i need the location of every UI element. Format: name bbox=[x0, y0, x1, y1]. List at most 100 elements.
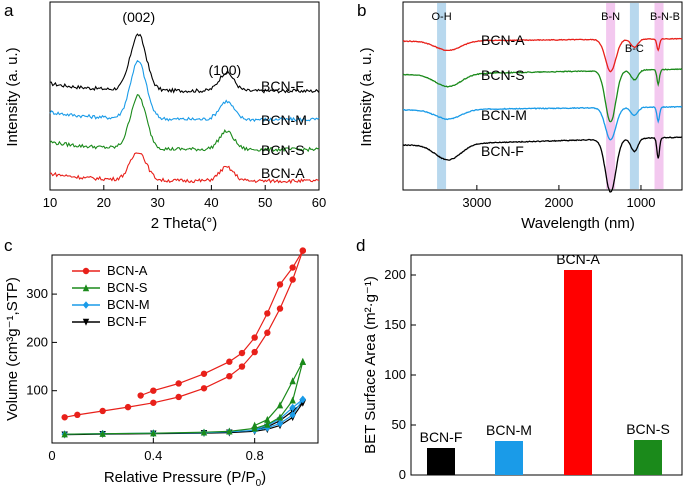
panel-b-band-label-oh: O-H bbox=[431, 11, 451, 23]
panel-d-bar-bcn-s bbox=[634, 440, 662, 475]
panel-a-x-tick-label: 50 bbox=[258, 195, 272, 210]
panel-c-letter: c bbox=[4, 236, 13, 255]
panel-c-point-bcn-a bbox=[74, 411, 81, 419]
panel-d-bar-label-bcn-s: BCN-S bbox=[626, 421, 670, 437]
panel-c-point-bcn-s bbox=[150, 429, 157, 437]
panel-c-legend: BCN-A BCN-S BCN-M BCN-F bbox=[72, 263, 150, 329]
panel-b-series-bcn-a bbox=[402, 37, 683, 73]
panel-a-x-tick-label: 40 bbox=[204, 195, 218, 210]
panel-b-ticks: 3000 2000 1000 bbox=[462, 185, 655, 210]
panel-d-bar-label-bcn-a: BCN-A bbox=[556, 251, 600, 267]
panel-b-x-axis-label: Wavelength (nm) bbox=[521, 215, 635, 232]
panel-d-y-tick-label: 100 bbox=[384, 367, 406, 382]
panel-d-plot-frame bbox=[410, 254, 683, 476]
panel-a-label-bcn-s: BCN-S bbox=[261, 142, 305, 158]
panel-c-legend-bcn-m: BCN-M bbox=[107, 297, 150, 312]
panel-b-band-3 bbox=[654, 3, 664, 189]
panel-c-x-tick-label: 0.8 bbox=[246, 448, 264, 463]
panel-a-x-axis-label: 2 Theta(°) bbox=[151, 215, 218, 232]
panel-c-point-bcn-a bbox=[61, 414, 68, 421]
panel-c-point-bcn-a bbox=[124, 403, 132, 411]
panel-c-point-bcn-s bbox=[61, 430, 68, 438]
panel-b-x-tick-label: 1000 bbox=[627, 195, 656, 210]
panel-a-series-bcn-m bbox=[49, 59, 320, 123]
panel-c-series-bcn-a-adsorption bbox=[64, 250, 304, 418]
panel-c-y-tick-label: 300 bbox=[26, 286, 48, 301]
panel-b-x-tick-label: 3000 bbox=[462, 195, 491, 210]
panel-b-bands bbox=[437, 3, 664, 189]
panel-c-point-bcn-m bbox=[289, 411, 296, 419]
panel-c-y-tick-label: 200 bbox=[26, 334, 48, 349]
panel-c-point-bcn-a bbox=[137, 392, 144, 399]
panel-a-x-tick-label: 30 bbox=[150, 195, 164, 210]
panel-c-curves bbox=[61, 247, 306, 439]
panel-a-x-tick-label: 10 bbox=[43, 195, 57, 210]
panel-a-curves bbox=[49, 33, 320, 185]
panel-d-y-axis-label: BET Surface Area (m²·g⁻¹) bbox=[362, 276, 379, 454]
panel-c-ticks: 0 0.4 0.8 100 200 300 bbox=[26, 286, 263, 463]
panel-c-point-bcn-a bbox=[175, 393, 182, 401]
panel-b-band-label-bn: B-N bbox=[601, 11, 620, 23]
panel-b-label-bcn-m: BCN-M bbox=[481, 107, 527, 123]
panel-c-point-bcn-a bbox=[238, 349, 246, 357]
panel-a-series-bcn-s bbox=[49, 94, 320, 153]
panel-c-legend-bcn-s: BCN-S bbox=[107, 280, 148, 295]
panel-a-peak-label-002: (002) bbox=[122, 9, 155, 25]
panel-c-series-bcn-s-desorption bbox=[254, 361, 304, 427]
panel-d-letter: d bbox=[356, 236, 365, 255]
panel-c-point-bcn-s bbox=[99, 429, 106, 437]
panel-a-label-bcn-a: BCN-A bbox=[261, 165, 305, 181]
panel-c-point-bcn-a bbox=[251, 348, 258, 356]
panel-c-point-bcn-a bbox=[238, 363, 246, 370]
panel-b-label-bcn-s: BCN-S bbox=[481, 67, 525, 83]
panel-b-series-bcn-m bbox=[402, 105, 683, 141]
panel-c-point-bcn-a bbox=[289, 264, 296, 271]
panel-d-bar-bcn-m bbox=[495, 441, 523, 475]
panel-c-point-bcn-s bbox=[264, 415, 271, 423]
panel-a-y-axis-label: Intensity (a. u.) bbox=[4, 47, 21, 146]
panel-c-point-bcn-s bbox=[251, 421, 258, 429]
panel-c-legend-bcn-f: BCN-F bbox=[107, 314, 147, 329]
panel-b: b 3000 2000 1000 O-H B-N B-C B-N-B BCN-A B… bbox=[357, 1, 683, 232]
panel-b-y-axis-label: Intensity (a. u.) bbox=[358, 47, 375, 146]
panel-b-band-0 bbox=[437, 3, 447, 189]
panel-c-legend-marker-bcn-a bbox=[82, 267, 90, 275]
panel-c-point-bcn-a bbox=[226, 373, 233, 380]
panel-c-point-bcn-a bbox=[200, 385, 208, 392]
panel-b-band-label-bc: B-C bbox=[625, 43, 644, 55]
panel-b-series-bcn-s bbox=[402, 68, 683, 123]
panel-a-peak-label-100: (100) bbox=[209, 62, 242, 78]
panel-c-legend-marker-bcn-m bbox=[82, 301, 90, 309]
panel-c-point-bcn-s bbox=[226, 427, 233, 435]
panel-c-point-bcn-s bbox=[276, 401, 284, 409]
panel-c-point-bcn-a bbox=[289, 276, 296, 283]
panel-c-x-tick-label: 0 bbox=[48, 448, 55, 463]
panel-b-x-tick-label: 2000 bbox=[544, 195, 573, 210]
panel-c-point-bcn-a bbox=[251, 334, 258, 341]
panel-c-point-bcn-a bbox=[276, 281, 284, 288]
panel-c-y-axis-label: Volume (cm³g⁻¹,STP) bbox=[4, 277, 21, 421]
panel-b-band-1 bbox=[606, 3, 616, 189]
panel-d: d 0 50 100 150 200 BCN-F BCN-M BCN-A BCN-S BET … bbox=[356, 236, 683, 482]
panel-c-y-tick-label: 100 bbox=[26, 383, 48, 398]
panel-c-point-bcn-a bbox=[264, 329, 271, 336]
panel-c-point-bcn-a bbox=[150, 387, 157, 394]
panel-c-legend-marker-bcn-s bbox=[82, 284, 90, 292]
panel-c-plot-frame bbox=[51, 254, 319, 444]
panel-d-y-tick-label: 50 bbox=[392, 417, 406, 432]
panel-b-plot-frame bbox=[402, 1, 683, 191]
panel-b-series-bcn-f bbox=[402, 136, 682, 193]
panel-c-legend-bcn-a: BCN-A bbox=[107, 263, 148, 278]
panel-c-x-axis-label: Relative Pressure (P/P0) bbox=[104, 469, 266, 489]
panel-b-label-bcn-a: BCN-A bbox=[481, 32, 525, 48]
panel-c-point-bcn-m bbox=[276, 419, 284, 428]
panel-c-point-bcn-s bbox=[200, 428, 208, 436]
panel-c-series-bcn-s-adsorption bbox=[64, 361, 304, 435]
panel-c-point-bcn-a bbox=[299, 247, 306, 254]
panel-a-label-bcn-f: BCN-F bbox=[261, 78, 304, 94]
panel-c-point-bcn-m bbox=[289, 403, 296, 412]
panel-c-point-bcn-a bbox=[276, 305, 284, 312]
panel-c-point-bcn-a bbox=[200, 370, 208, 377]
panel-d-y-tick-label: 0 bbox=[399, 467, 406, 482]
